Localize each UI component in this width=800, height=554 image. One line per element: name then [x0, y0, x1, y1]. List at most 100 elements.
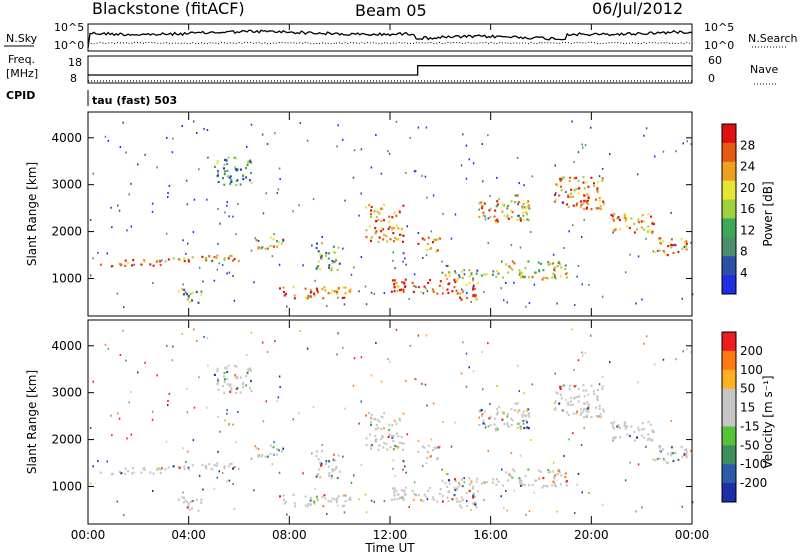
velocity-cell — [298, 412, 300, 415]
velocity-cell — [316, 497, 319, 500]
velocity-cell — [365, 437, 368, 440]
power-cell — [120, 264, 123, 267]
power-cell — [527, 205, 530, 208]
power-cell — [151, 202, 154, 205]
velocity-cell — [577, 473, 580, 475]
power-cell — [525, 305, 527, 308]
colorbar-tick: 200 — [740, 344, 763, 358]
power-cell — [506, 207, 509, 210]
power-cell — [510, 200, 513, 203]
power-cell — [417, 286, 420, 289]
velocity-cell — [439, 488, 442, 491]
velocity-cell — [587, 406, 590, 409]
power-cell — [338, 262, 341, 265]
velocity-cell — [206, 337, 209, 339]
velocity-cell — [601, 387, 604, 390]
velocity-cell — [140, 471, 143, 474]
velocity-cell — [527, 408, 530, 411]
velocity-cell — [484, 426, 487, 429]
velocity-cell — [510, 417, 513, 420]
power-cell — [556, 302, 558, 305]
power-cell — [677, 250, 680, 253]
power-cell — [383, 233, 386, 236]
power-cell — [223, 257, 226, 260]
velocity-cell — [525, 415, 527, 418]
power-cell — [487, 134, 489, 137]
velocity-cell — [394, 444, 397, 448]
power-cell — [610, 213, 613, 216]
power-cell — [582, 181, 585, 184]
velocity-cell — [353, 474, 355, 477]
velocity-cell — [277, 396, 280, 399]
velocity-cell — [527, 468, 530, 471]
power-cell — [472, 294, 475, 297]
power-cell — [344, 292, 347, 295]
velocity-cell — [459, 500, 462, 503]
velocity-cell — [97, 459, 99, 462]
power-cell — [282, 238, 285, 241]
power-cell — [226, 204, 228, 207]
power-cell — [370, 209, 373, 212]
velocity-cell — [556, 510, 558, 513]
power-cell — [637, 221, 640, 224]
power-cell — [538, 270, 541, 273]
velocity-cell — [333, 469, 336, 472]
power-cell — [400, 227, 403, 231]
power-cell — [577, 265, 580, 267]
power-cell — [264, 247, 267, 250]
power-cell — [247, 160, 250, 163]
power-cell — [317, 265, 320, 268]
power-cell — [547, 263, 550, 266]
velocity-cell — [424, 495, 427, 498]
power-cell — [182, 283, 184, 286]
power-cell — [128, 193, 130, 196]
velocity-cell — [205, 467, 208, 470]
velocity-cell — [646, 438, 649, 441]
power-cell — [333, 261, 336, 264]
velocity-cell — [630, 425, 633, 428]
power-cell — [273, 233, 275, 236]
power-cell — [110, 206, 112, 209]
velocity-cell — [559, 483, 562, 486]
power-cell — [556, 184, 559, 187]
power-cell — [554, 199, 557, 202]
power-cell — [448, 274, 451, 277]
velocity-cell — [425, 462, 428, 465]
power-cell — [658, 238, 661, 241]
power-cell — [164, 260, 167, 263]
power-cell — [365, 236, 368, 239]
power-cell — [559, 177, 562, 180]
power-cell — [590, 126, 592, 129]
power-cell — [497, 272, 500, 275]
velocity-cell — [465, 385, 468, 388]
power-cell — [626, 217, 629, 220]
power-cell — [171, 151, 174, 154]
velocity-cell — [455, 497, 458, 500]
power-cell — [89, 274, 92, 277]
velocity-cell — [323, 494, 326, 497]
velocity-cell — [458, 484, 461, 487]
power-cell — [183, 257, 186, 260]
power-cell — [460, 164, 463, 167]
velocity-cell — [304, 504, 307, 507]
colorbar-tick: 100 — [740, 363, 763, 377]
velocity-cell — [330, 476, 333, 479]
power-cell — [319, 256, 322, 259]
velocity-cell — [370, 374, 373, 377]
power-cell — [217, 180, 220, 184]
power-cell — [523, 184, 525, 187]
power-cell — [249, 160, 252, 163]
power-cell — [575, 204, 578, 207]
power-cell — [97, 251, 99, 254]
power-cell — [272, 238, 275, 241]
velocity-cell — [411, 489, 414, 492]
velocity-cell — [595, 415, 598, 418]
velocity-cell — [360, 400, 362, 403]
velocity-cell — [191, 464, 194, 467]
velocity-cell — [117, 412, 119, 415]
velocity-cell — [420, 499, 423, 502]
power-cell — [521, 207, 524, 210]
nave-bottom-tick: 0 — [708, 72, 715, 85]
velocity-cell — [398, 441, 401, 444]
